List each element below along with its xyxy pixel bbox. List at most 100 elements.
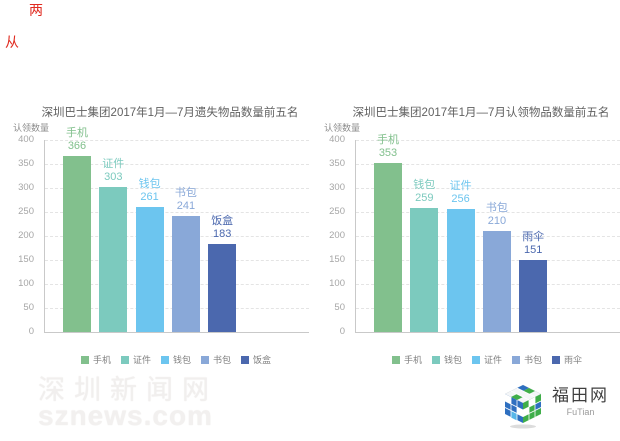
legend-swatch	[120, 355, 129, 364]
y-tick-label: 50	[334, 302, 345, 313]
legend-swatch	[391, 355, 400, 364]
gridline	[45, 164, 309, 165]
bar-钱包	[410, 207, 439, 332]
bar-value-label: 151	[524, 243, 543, 256]
red-annotation-1: 两	[29, 2, 43, 18]
y-axis-title: 认领数量	[13, 123, 50, 133]
sznews-watermark: 深圳新闻网 sznews.com	[38, 377, 218, 430]
legend-label: 饭盒	[253, 355, 272, 365]
lost-items-chart: 深圳巴士集团2017年1月—7月遗失物品数量前五名 认领数量 0 50 100 150…	[0, 95, 312, 380]
bar-data-label: 书包 210	[457, 202, 537, 228]
bar-value-label: 256	[451, 193, 470, 206]
bar-data-label: 钱包 259	[384, 179, 464, 205]
chart-title: 深圳巴士集团2017年1月—7月遗失物品数量前五名	[41, 107, 299, 119]
legend-item: 证件	[120, 353, 151, 366]
chart-title: 深圳巴士集团2017年1月—7月认领物品数量前五名	[352, 107, 610, 119]
bar-手机	[374, 162, 402, 332]
bar-value-label: 353	[378, 146, 398, 159]
bar-category-label: 手机	[377, 133, 399, 146]
legend-label: 雨伞	[564, 355, 583, 365]
gridline	[45, 140, 309, 141]
y-tick-label: 350	[18, 158, 34, 169]
legend-swatch	[512, 355, 520, 364]
bar-data-label: 手机 366	[37, 127, 117, 153]
claimed-items-chart: 深圳巴士集团2017年1月—7月认领物品数量前五名 认领数量 0 50 100 150…	[311, 95, 620, 380]
y-tick-label: 250	[18, 206, 34, 217]
bar-饭盒	[208, 244, 237, 332]
legend-item: 饭盒	[241, 353, 271, 366]
bar-书包	[171, 216, 200, 332]
gridline	[356, 212, 620, 213]
legend-label: 钱包	[443, 355, 462, 365]
bar-value-label: 183	[213, 228, 232, 241]
bar-value-label: 259	[415, 191, 434, 204]
gridline	[356, 140, 620, 141]
bar-data-label: 书包 241	[146, 187, 226, 213]
legend-label: 书包	[524, 355, 543, 365]
y-tick-label: 400	[329, 134, 345, 145]
bar-书包	[482, 231, 511, 332]
gridline	[356, 188, 620, 189]
bar-value-label: 210	[487, 215, 507, 228]
gridline	[45, 188, 309, 189]
bar-category-label: 手机	[66, 127, 88, 140]
bar-证件	[99, 186, 128, 332]
bar-category-label: 钱包	[413, 178, 436, 191]
futian-name: 福田网	[552, 386, 609, 405]
bar-data-label: 饭盒 183	[182, 215, 262, 241]
y-tick-label: 200	[18, 230, 34, 241]
bar-value-label: 261	[140, 190, 159, 203]
gridline	[356, 164, 620, 165]
bar-category-label: 饭盒	[211, 215, 234, 228]
watermark-latin-text: sznews.com	[38, 400, 213, 431]
legend-label: 证件	[132, 355, 151, 365]
legend: 手机 证件 钱包 书包 饭盒	[44, 353, 308, 366]
legend-item: 钱包	[160, 353, 191, 366]
bar-data-label: 雨伞 151	[493, 231, 573, 257]
y-tick-label: 0	[28, 326, 34, 337]
bar-category-label: 证件	[449, 180, 472, 193]
bar-category-label: 雨伞	[522, 230, 545, 243]
legend-swatch	[80, 355, 89, 364]
bar-钱包	[135, 206, 164, 332]
legend-item: 书包	[201, 353, 231, 366]
futian-latin: FuTian	[566, 407, 595, 417]
watermark-chinese-text: 深圳新闻网	[38, 375, 218, 405]
legend-swatch	[431, 355, 440, 364]
bar-手机	[63, 156, 91, 332]
plot-area: 手机 353 钱包 259 证件 256 书包 210 雨伞 151	[355, 134, 620, 333]
y-axis-ticks: 0 50 100 150 200 250 300 350 400	[0, 95, 40, 345]
futian-logo: 福田网 FuTian	[503, 383, 609, 429]
legend-swatch	[241, 355, 250, 364]
legend-label: 手机	[403, 355, 422, 365]
bar-category-label: 证件	[102, 157, 125, 170]
y-tick-label: 250	[329, 206, 345, 217]
legend-item: 书包	[512, 353, 542, 366]
legend-swatch	[552, 355, 561, 364]
y-tick-label: 100	[18, 278, 34, 289]
bar-雨伞	[519, 259, 548, 332]
y-tick-label: 50	[23, 302, 34, 313]
y-axis-title: 认领数量	[324, 123, 361, 133]
legend-swatch	[471, 355, 480, 364]
y-tick-label: 400	[18, 134, 34, 145]
legend-label: 钱包	[172, 355, 191, 365]
y-tick-label: 200	[329, 230, 345, 241]
bar-category-label: 书包	[485, 202, 508, 215]
red-annotation-2: 从	[5, 34, 19, 50]
y-tick-label: 300	[18, 182, 34, 193]
plot-area: 手机 366 证件 303 钱包 261 书包 241 饭盒 183	[44, 127, 309, 333]
y-tick-label: 150	[329, 254, 345, 265]
rubiks-cube-icon	[504, 384, 542, 429]
legend: 手机 钱包 证件 书包 雨伞	[355, 353, 619, 366]
y-tick-label: 0	[339, 326, 345, 337]
y-tick-label: 300	[329, 182, 345, 193]
bar-data-label: 证件 256	[421, 180, 501, 206]
y-tick-label: 100	[329, 278, 345, 289]
bar-category-label: 钱包	[138, 177, 161, 190]
legend-label: 手机	[92, 355, 111, 365]
y-tick-label: 350	[329, 158, 345, 169]
legend-item: 手机	[80, 353, 111, 366]
bar-value-label: 241	[176, 200, 196, 213]
legend-label: 书包	[213, 355, 232, 365]
